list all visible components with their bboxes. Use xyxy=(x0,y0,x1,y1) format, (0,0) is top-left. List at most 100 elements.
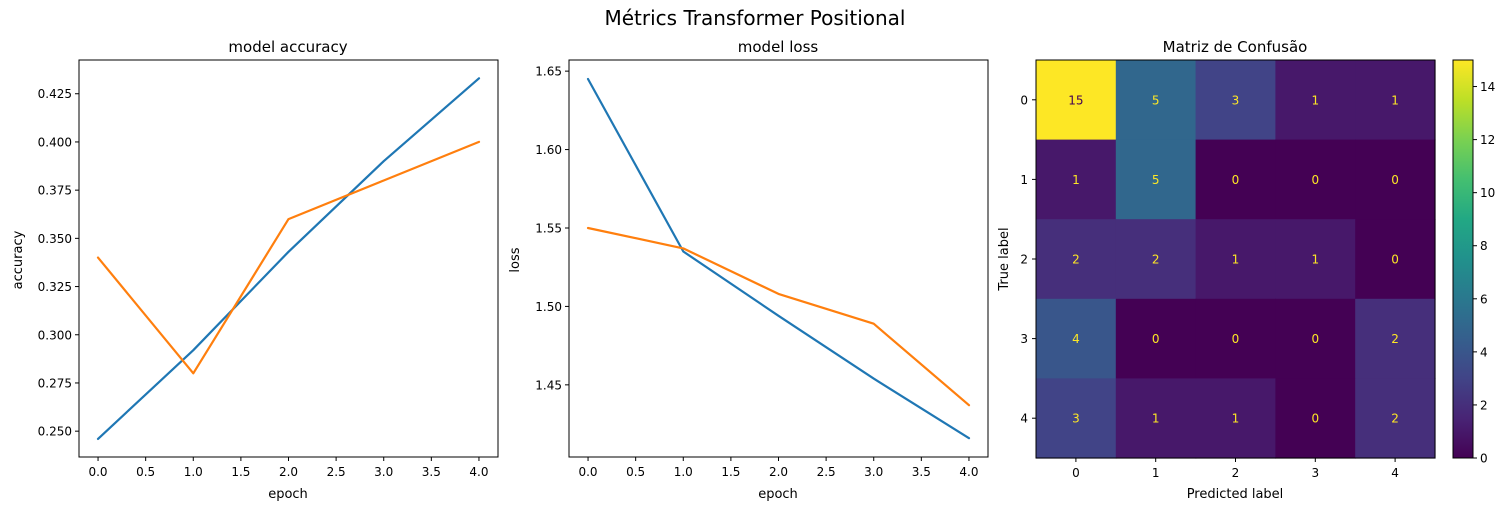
accuracy-y-tick-label: 0.275 xyxy=(38,376,72,390)
matrix-x-tick-label: 1 xyxy=(1152,466,1160,480)
matrix-cell xyxy=(1275,139,1356,220)
matrix-cell-value: 1 xyxy=(1152,412,1160,426)
matrix-y-tick-label: 3 xyxy=(1020,332,1028,346)
loss-axes-frame xyxy=(568,59,989,458)
matrix-cell xyxy=(1355,60,1436,141)
matrix-cell xyxy=(1036,139,1117,220)
colorbar-tick-label: 0 xyxy=(1480,452,1488,466)
matrix-cell xyxy=(1115,139,1197,220)
matrix-cell-value: 2 xyxy=(1072,253,1080,267)
matrix-cell xyxy=(1036,219,1117,300)
accuracy-x-tick-label: 2.0 xyxy=(279,465,298,479)
loss-chart-title: model loss xyxy=(738,38,819,56)
loss-x-tick-label: 3.5 xyxy=(912,465,931,479)
matrix-cell-value: 1 xyxy=(1232,412,1240,426)
matrix-cell xyxy=(1195,298,1276,379)
accuracy-x-tick-label: 3.0 xyxy=(374,465,393,479)
accuracy-x-tick-label: 1.0 xyxy=(184,465,203,479)
matrix-cell xyxy=(1115,219,1197,300)
loss-x-tick-label: 2.5 xyxy=(817,465,836,479)
matrix-y-tick-label: 2 xyxy=(1020,253,1028,267)
matrix-y-tick-label: 0 xyxy=(1020,93,1028,107)
accuracy-axes-frame xyxy=(78,59,499,458)
loss-y-tick-label: 1.55 xyxy=(535,221,562,235)
matrix-frame xyxy=(1035,59,1436,459)
matrix-cell-value: 3 xyxy=(1072,412,1080,426)
colorbar: 0 2 4 6 8 10 12 14 xyxy=(1452,59,1495,466)
accuracy-y-tick-label: 0.375 xyxy=(38,184,72,198)
loss-y-tick-label: 1.65 xyxy=(535,65,562,79)
matrix-cell xyxy=(1275,298,1356,379)
accuracy-y-tick-label: 0.300 xyxy=(38,328,72,342)
loss-x-tick-label: 1.0 xyxy=(674,465,693,479)
figure-title: Métrics Transformer Positional xyxy=(604,6,905,30)
matrix-cell xyxy=(1115,298,1197,379)
colorbar-tick-label: 2 xyxy=(1480,398,1488,412)
matrix-cell xyxy=(1275,378,1356,459)
matrix-x-tick-label: 3 xyxy=(1311,466,1319,480)
loss-y-tick-label: 1.60 xyxy=(535,143,562,157)
matrix-cell-value: 1 xyxy=(1311,253,1319,267)
loss-x-tick-label: 1.5 xyxy=(721,465,740,479)
colorbar-tick-label: 6 xyxy=(1480,292,1488,306)
matrix-cell xyxy=(1115,60,1197,141)
colorbar-tick-label: 8 xyxy=(1480,239,1488,253)
loss-chart: model loss epoch loss 0.0 0.5 1.0 1.5 2.0 2.5… xyxy=(508,38,989,502)
confusion-matrix-ylabel: True label xyxy=(997,227,1012,291)
accuracy-y-tick-label: 0.350 xyxy=(38,232,72,246)
confusion-matrix-title: Matriz de Confusão xyxy=(1163,38,1308,56)
matrix-cell xyxy=(1275,60,1356,141)
accuracy-series-0-line xyxy=(96,77,481,440)
loss-series-0-line xyxy=(586,77,971,440)
matrix-cell xyxy=(1355,298,1436,379)
matrix-cell-value: 3 xyxy=(1232,93,1240,107)
confusion-matrix-xlabel: Predicted label xyxy=(1187,487,1284,502)
accuracy-chart: model accuracy epoch accuracy 0.0 0.5 1.0 1… xyxy=(11,38,499,502)
accuracy-chart-ylabel: accuracy xyxy=(11,230,26,289)
loss-series-1-line xyxy=(586,226,971,407)
accuracy-x-tick-label: 0.0 xyxy=(88,465,107,479)
loss-chart-xlabel: epoch xyxy=(758,487,798,502)
colorbar-tick-label: 12 xyxy=(1480,133,1495,147)
confusion-matrix-chart: Matriz de Confusão Predicted label True … xyxy=(997,38,1436,502)
matrix-cell-value: 2 xyxy=(1152,253,1160,267)
matrix-cell xyxy=(1195,378,1276,459)
accuracy-y-tick-label: 0.400 xyxy=(38,135,72,149)
accuracy-y-tick-label: 0.250 xyxy=(38,425,72,439)
matrix-cell-value: 0 xyxy=(1391,173,1399,187)
matrix-cell-value: 5 xyxy=(1152,173,1160,187)
accuracy-x-tick-label: 2.5 xyxy=(327,465,346,479)
colorbar-tick-label: 4 xyxy=(1480,345,1488,359)
loss-x-tick-label: 0.0 xyxy=(578,465,597,479)
matrix-cell-value: 1 xyxy=(1311,93,1319,107)
matrix-cell xyxy=(1115,378,1197,459)
accuracy-y-tick-label: 0.425 xyxy=(38,87,72,101)
colorbar-gradient xyxy=(1452,59,1474,459)
matrix-cell-value: 0 xyxy=(1311,332,1319,346)
matrix-cell-value: 0 xyxy=(1311,412,1319,426)
loss-chart-ylabel: loss xyxy=(508,247,523,272)
matrix-cell-value: 1 xyxy=(1232,253,1240,267)
matrix-cell-value: 0 xyxy=(1152,332,1160,346)
matrix-cell xyxy=(1036,60,1117,141)
accuracy-x-tick-label: 1.5 xyxy=(231,465,250,479)
matrix-cell-value: 2 xyxy=(1391,332,1399,346)
matrix-cell xyxy=(1195,139,1276,220)
matrix-cell xyxy=(1355,139,1436,220)
loss-x-tick-label: 3.0 xyxy=(864,465,883,479)
accuracy-x-tick-label: 4.0 xyxy=(469,465,488,479)
matrix-cell xyxy=(1355,219,1436,300)
matrix-cell-value: 0 xyxy=(1311,173,1319,187)
matrix-cell xyxy=(1355,378,1436,459)
accuracy-y-tick-label: 0.325 xyxy=(38,280,72,294)
matrix-cell-value: 0 xyxy=(1391,253,1399,267)
matrix-cell-value: 2 xyxy=(1391,412,1399,426)
matrix-x-tick-label: 4 xyxy=(1391,466,1399,480)
accuracy-chart-title: model accuracy xyxy=(228,38,347,56)
matrix-cell-value: 0 xyxy=(1232,332,1240,346)
matrix-cell-value: 15 xyxy=(1068,93,1083,107)
loss-x-tick-label: 2.0 xyxy=(769,465,788,479)
colorbar-tick-label: 14 xyxy=(1480,80,1495,94)
accuracy-chart-xlabel: epoch xyxy=(268,487,308,502)
